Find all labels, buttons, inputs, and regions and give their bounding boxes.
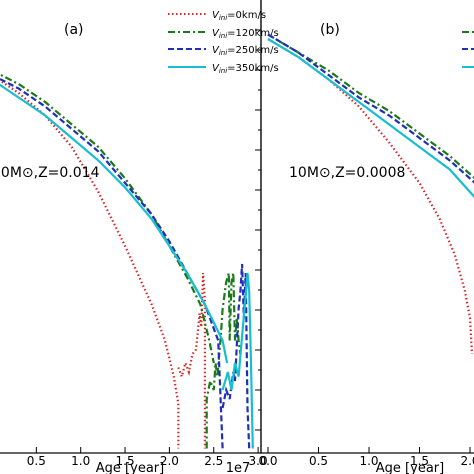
legend-label-0-rest: =0km/s xyxy=(227,10,266,21)
panel-a-x-tick-label-0: 0.5 xyxy=(27,454,46,468)
legend-label-0-v: V xyxy=(212,10,220,21)
legend-label-2-v: V xyxy=(212,45,220,56)
legend-b-partial xyxy=(462,31,474,68)
panel-a-series-1-tail xyxy=(205,272,242,449)
panel-a-series-0-line xyxy=(0,79,180,449)
panel-a-series-0-tail xyxy=(177,272,206,449)
legend-label-1-sub: ini xyxy=(219,32,227,40)
legend-label-3-sub: ini xyxy=(219,67,227,75)
panel-a-series-3-line xyxy=(0,83,229,364)
legend: Vini=0km/s Vini=120km/s Vini=250km/s Vin… xyxy=(168,10,279,75)
svg-text:Vini=350km/s: Vini=350km/s xyxy=(212,63,279,75)
panel-b-series-3-line xyxy=(267,38,474,199)
legend-label-3-rest: =350km/s xyxy=(227,63,279,74)
panel-a-x-offset-label: 1e7 xyxy=(226,461,251,474)
panel-a: (a) 10M⊙,Z=0.014 0.5 1.0 1.5 2.0 2.5 3.0 Age … xyxy=(0,0,279,474)
panel-a-ticks xyxy=(35,29,261,453)
legend-entry-2: Vini=250km/s xyxy=(168,45,279,57)
panel-a-series-1-line xyxy=(0,73,215,364)
panel-a-x-axis-label: Age [year] xyxy=(96,461,164,474)
panel-b: (b) 10M⊙,Z=0.0008 0.0 0.5 1.0 1.5 2.0 Age [y… xyxy=(258,0,474,474)
panel-b-x-axis-label: Age [year] xyxy=(376,461,444,474)
legend-label-1-rest: =120km/s xyxy=(227,28,279,39)
panel-b-x-tick-label-0: 0.0 xyxy=(258,454,277,468)
panel-b-annotation: 10M⊙,Z=0.0008 xyxy=(289,165,405,181)
svg-text:Vini=120km/s: Vini=120km/s xyxy=(212,28,279,40)
panel-a-series-2-line xyxy=(0,77,224,449)
legend-entry-3: Vini=350km/s xyxy=(168,63,279,75)
svg-text:Vini=250km/s: Vini=250km/s xyxy=(212,45,279,57)
panel-b-series-0-line xyxy=(267,38,474,355)
panel-b-x-tick-label-3: 1.5 xyxy=(410,454,429,468)
panel-b-series-2-line xyxy=(267,33,474,184)
panel-a-series-2-tail xyxy=(221,263,251,449)
panel-b-ticks xyxy=(267,447,471,453)
svg-text:Vini=0km/s: Vini=0km/s xyxy=(212,10,266,22)
panel-b-series-1-line xyxy=(267,33,474,180)
panel-a-x-tick-label-5: 3.0 xyxy=(249,454,268,468)
panel-a-x-tick-labels: 0.5 1.0 1.5 2.0 2.5 3.0 xyxy=(27,454,268,468)
panel-a-series xyxy=(0,73,254,449)
legend-label-3-v: V xyxy=(212,63,220,74)
legend-label-2-sub: ini xyxy=(219,49,227,57)
legend-label-2-rest: =250km/s xyxy=(227,45,279,56)
panel-b-x-tick-label-2: 1.0 xyxy=(359,454,378,468)
panel-a-label: (a) xyxy=(64,22,84,38)
panel-b-series xyxy=(267,33,474,355)
panel-b-x-tick-label-4: 2.0 xyxy=(460,454,474,468)
legend-entry-0: Vini=0km/s xyxy=(168,10,266,22)
panel-b-x-tick-labels: 0.0 0.5 1.0 1.5 2.0 xyxy=(258,454,474,468)
panel-a-x-tick-label-3: 2.0 xyxy=(160,454,179,468)
panel-a-series-3-tail xyxy=(221,272,254,449)
legend-entry-1: Vini=120km/s xyxy=(168,28,279,40)
panel-a-x-tick-label-4: 2.5 xyxy=(204,454,223,468)
panel-a-x-tick-label-2: 1.5 xyxy=(116,454,135,468)
legend-label-1-v: V xyxy=(212,28,220,39)
panel-b-frame xyxy=(260,0,474,454)
panel-a-annotation: 10M⊙,Z=0.014 xyxy=(0,165,100,181)
panel-b-label: (b) xyxy=(320,22,340,38)
panel-b-x-tick-label-1: 0.5 xyxy=(309,454,328,468)
panel-a-x-tick-label-1: 1.0 xyxy=(71,454,90,468)
legend-label-0-sub: ini xyxy=(219,14,227,22)
